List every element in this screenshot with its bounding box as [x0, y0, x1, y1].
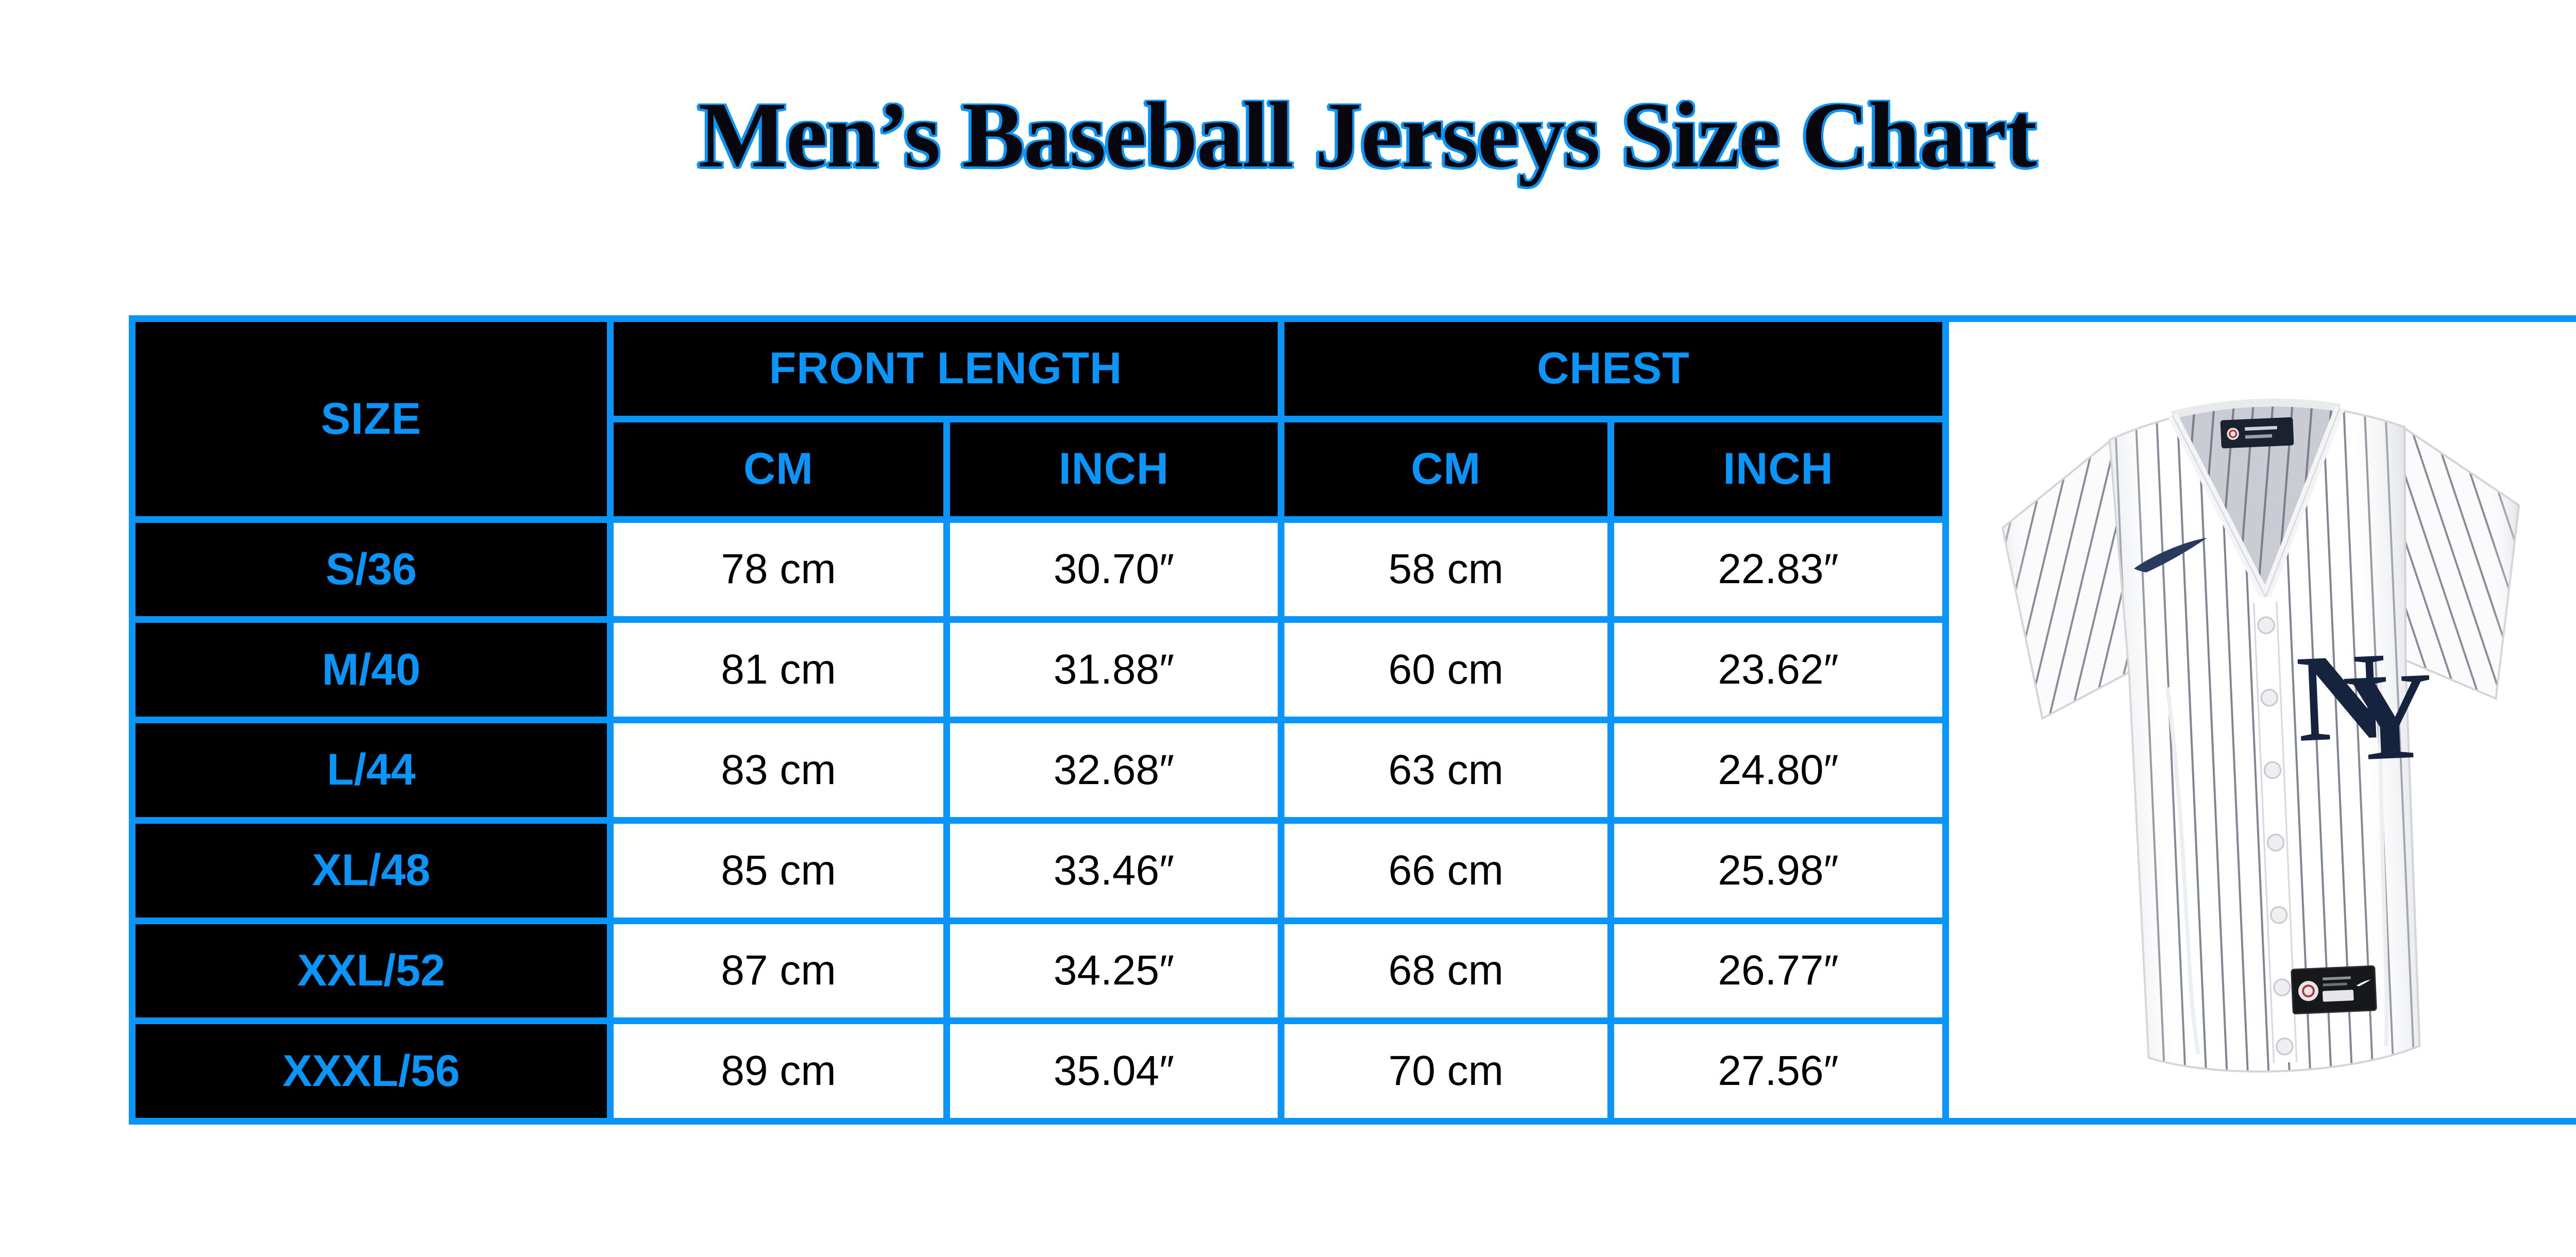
cell-front-cm: 87 cm [614, 924, 943, 1018]
fold-line [2378, 678, 2389, 1046]
cell-chest-inch: 25.98″ [1614, 823, 1942, 918]
svg-text:Y: Y [2341, 647, 2436, 788]
cell-chest-inch: 24.80″ [1614, 723, 1942, 817]
cell-chest-cm: 63 cm [1284, 723, 1607, 817]
placket-buttons [2257, 616, 2294, 1056]
row-size-label: XXXL/56 [135, 1024, 607, 1118]
cell-front-inch: 35.04″ [950, 1024, 1278, 1118]
header-size: SIZE [135, 322, 607, 516]
svg-text:N: N [2294, 627, 2389, 768]
neck-label [2220, 417, 2294, 449]
jersey-photo-panel: N Y [1949, 322, 2576, 1118]
cell-chest-cm: 60 cm [1284, 623, 1607, 717]
nike-swoosh-icon [2133, 538, 2207, 573]
cell-front-cm: 81 cm [614, 623, 943, 717]
cell-chest-inch: 22.83″ [1614, 522, 1942, 617]
cell-chest-cm: 68 cm [1284, 924, 1607, 1018]
jersey-image: N Y [1997, 398, 2529, 1079]
cell-chest-inch: 26.77″ [1614, 924, 1942, 1018]
row-size-label: L/44 [135, 723, 607, 817]
cell-chest-inch: 23.62″ [1614, 623, 1942, 717]
cell-chest-cm: 70 cm [1284, 1024, 1607, 1118]
cell-front-cm: 89 cm [614, 1024, 943, 1118]
subheader-chest-inch: INCH [1614, 422, 1942, 516]
cell-front-inch: 31.88″ [950, 623, 1278, 717]
ny-logo: N Y [2294, 627, 2436, 788]
cell-front-inch: 33.46″ [950, 823, 1278, 918]
cell-chest-cm: 58 cm [1284, 522, 1607, 617]
jersey-collar [2167, 398, 2345, 600]
page-title: Men’s Baseball Jerseys Size Chart [698, 83, 2037, 187]
size-chart-table: SIZE FRONT LENGTH CHEST [129, 315, 2576, 1125]
subheader-front-inch: INCH [950, 422, 1278, 516]
cell-front-cm: 78 cm [614, 522, 943, 617]
cell-front-inch: 30.70″ [950, 522, 1278, 617]
cell-front-inch: 32.68″ [950, 723, 1278, 817]
jersey-inner-neck [2172, 402, 2340, 598]
subheader-chest-cm: CM [1284, 422, 1607, 516]
row-size-label: S/36 [135, 522, 607, 617]
jock-tag [2291, 965, 2377, 1015]
cell-front-inch: 34.25″ [950, 924, 1278, 1018]
row-size-label: M/40 [135, 623, 607, 717]
header-front-length: FRONT LENGTH [614, 322, 1278, 416]
cell-front-cm: 83 cm [614, 723, 943, 817]
header-chest: CHEST [1284, 322, 1942, 416]
cell-chest-inch: 27.56″ [1614, 1024, 1942, 1118]
row-size-label: XXL/52 [135, 924, 607, 1018]
row-size-label: XL/48 [135, 823, 607, 918]
cell-front-cm: 85 cm [614, 823, 943, 918]
fold-line [2165, 687, 2200, 1055]
subheader-front-cm: CM [614, 422, 943, 516]
cell-chest-cm: 66 cm [1284, 823, 1607, 918]
